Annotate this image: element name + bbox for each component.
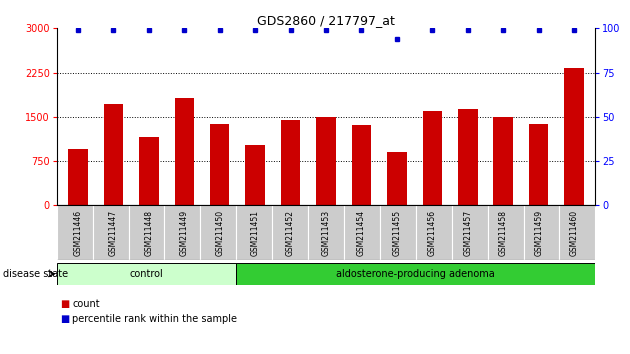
- Text: ■: ■: [60, 299, 69, 309]
- Bar: [57, 205, 93, 260]
- Text: GSM211460: GSM211460: [570, 210, 578, 256]
- Bar: [104, 104, 123, 205]
- Text: GSM211454: GSM211454: [357, 210, 366, 256]
- Text: GSM211447: GSM211447: [109, 210, 118, 256]
- Bar: [344, 205, 380, 260]
- Text: GSM211455: GSM211455: [392, 210, 401, 256]
- Text: GSM211451: GSM211451: [251, 210, 260, 256]
- Bar: [387, 152, 406, 205]
- Text: count: count: [72, 299, 100, 309]
- Bar: [559, 205, 595, 260]
- Bar: [175, 98, 194, 205]
- Text: GSM211456: GSM211456: [428, 210, 437, 256]
- Bar: [68, 149, 88, 205]
- Bar: [488, 205, 524, 260]
- Bar: [452, 205, 488, 260]
- Bar: [236, 263, 595, 285]
- Bar: [458, 109, 478, 205]
- Bar: [352, 125, 371, 205]
- Bar: [210, 124, 229, 205]
- Bar: [236, 205, 272, 260]
- Text: GSM211448: GSM211448: [144, 210, 153, 256]
- Text: GSM211458: GSM211458: [499, 210, 508, 256]
- Bar: [316, 118, 336, 205]
- Text: percentile rank within the sample: percentile rank within the sample: [72, 314, 238, 324]
- Bar: [416, 205, 452, 260]
- Text: disease state: disease state: [3, 269, 68, 279]
- Text: GSM211449: GSM211449: [180, 210, 189, 256]
- Title: GDS2860 / 217797_at: GDS2860 / 217797_at: [257, 14, 395, 27]
- Text: ■: ■: [60, 314, 69, 324]
- Bar: [281, 120, 301, 205]
- Bar: [564, 68, 584, 205]
- Bar: [93, 205, 129, 260]
- Text: GSM211459: GSM211459: [534, 210, 543, 256]
- Text: aldosterone-producing adenoma: aldosterone-producing adenoma: [336, 269, 495, 279]
- Text: GSM211450: GSM211450: [215, 210, 224, 256]
- Bar: [493, 118, 513, 205]
- Bar: [272, 205, 308, 260]
- Bar: [57, 263, 236, 285]
- Bar: [246, 145, 265, 205]
- Bar: [200, 205, 236, 260]
- Bar: [380, 205, 416, 260]
- Bar: [164, 205, 200, 260]
- Bar: [139, 137, 159, 205]
- Text: GSM211452: GSM211452: [286, 210, 295, 256]
- Text: control: control: [130, 269, 163, 279]
- Text: GSM211457: GSM211457: [463, 210, 472, 256]
- Text: GSM211446: GSM211446: [74, 210, 83, 256]
- Bar: [308, 205, 344, 260]
- Bar: [423, 111, 442, 205]
- Bar: [524, 205, 559, 260]
- Bar: [129, 205, 164, 260]
- Bar: [529, 124, 548, 205]
- Text: GSM211453: GSM211453: [321, 210, 331, 256]
